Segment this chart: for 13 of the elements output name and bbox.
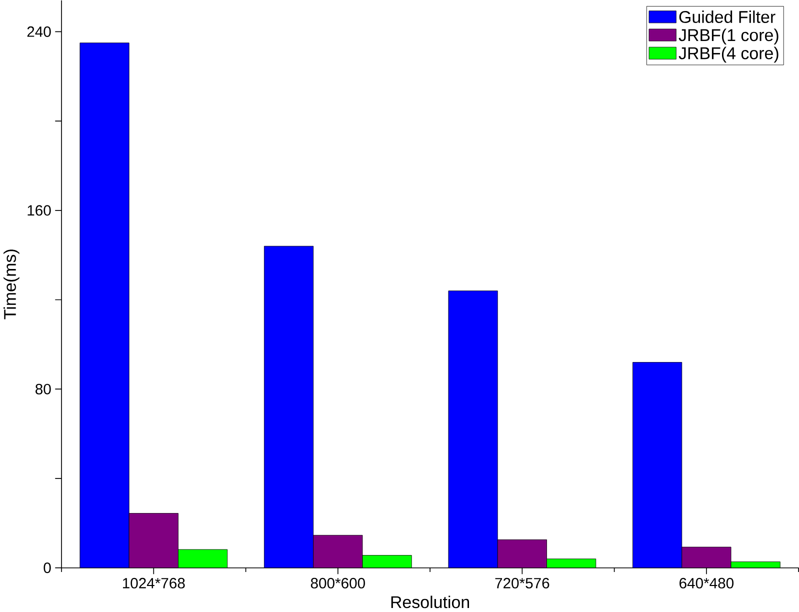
- x-axis-title: Resolution: [391, 596, 470, 608]
- y-tick-label: 80: [36, 384, 51, 395]
- legend-label: Guided Filter: [679, 10, 776, 24]
- x-tick-label: 1024*768: [122, 578, 185, 589]
- legend-label: JRBF(4 core): [678, 46, 778, 63]
- x-tick-label: 720*576: [495, 578, 550, 589]
- y-tick-label: 240: [27, 26, 51, 38]
- x-tick-label: 640*480: [680, 578, 734, 589]
- legend-label: JRBF(1 core): [678, 28, 778, 45]
- y-axis-title: Time(ms): [4, 250, 20, 320]
- x-tick-label: 800*600: [310, 578, 365, 589]
- y-tick-label: 0: [44, 562, 51, 574]
- y-tick-label: 160: [28, 205, 51, 216]
